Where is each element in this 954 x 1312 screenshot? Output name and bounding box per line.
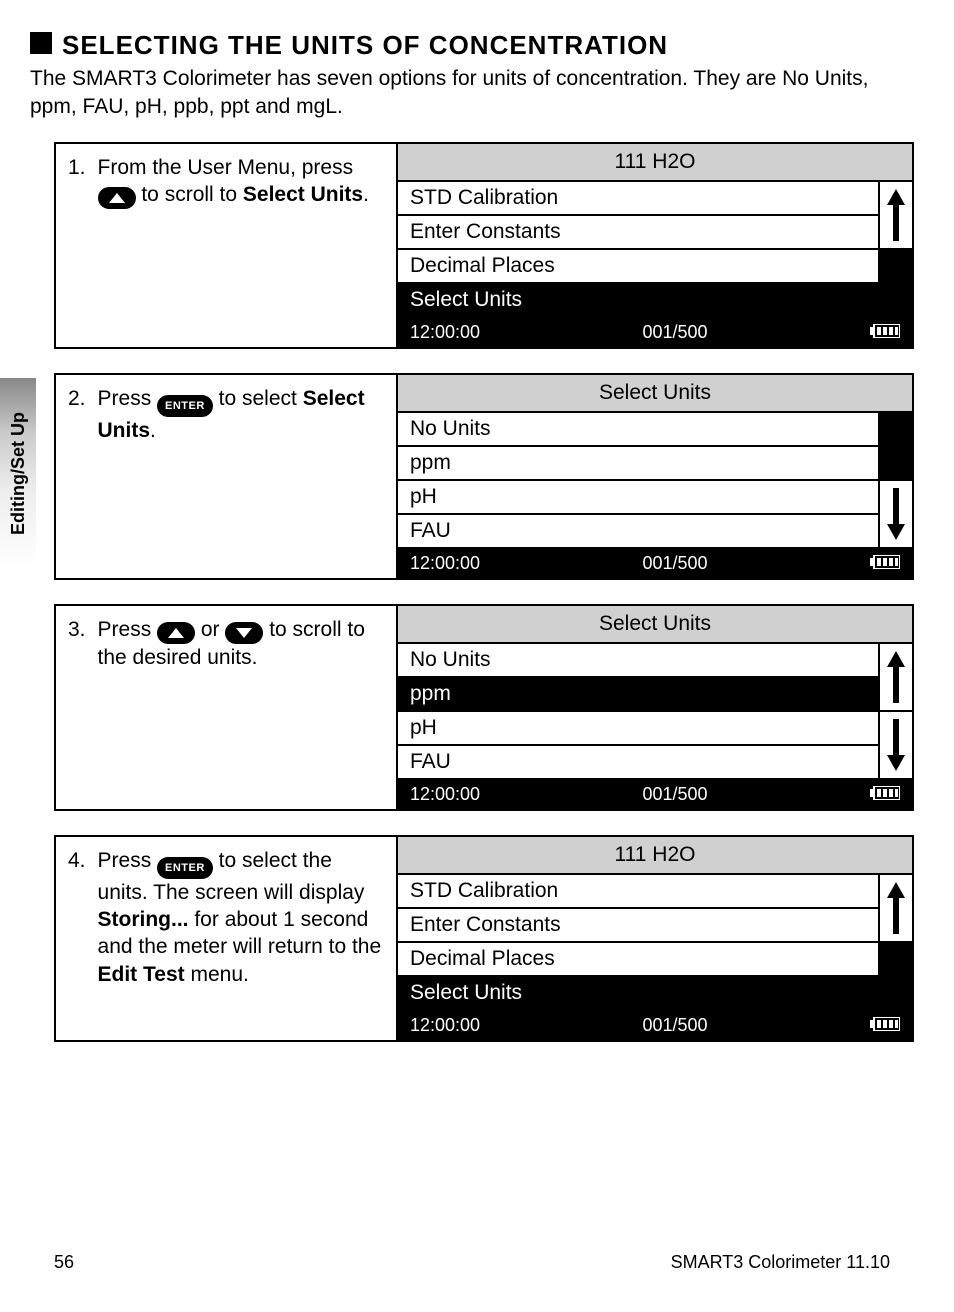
footer-time: 12:00:00 [410,322,480,343]
menu-row: pH [398,481,878,515]
menu-row: Select Units [398,284,878,316]
step-text: Press ENTER to select Select Units. [98,385,384,568]
screen-body: STD CalibrationEnter ConstantsDecimal Pl… [398,875,912,1011]
menu-row: STD Calibration [398,182,878,216]
battery-icon [870,1015,900,1036]
step-block: 3.Press or to scroll to the desired unit… [54,604,914,811]
footer-count: 001/500 [520,1015,830,1036]
menu-list: No UnitsppmpHFAU [398,644,878,778]
footer-count: 001/500 [520,784,830,805]
step-text: Press or to scroll to the desired units. [98,616,384,799]
step-instruction: 2.Press ENTER to select Select Units. [56,375,398,578]
menu-row: FAU [398,515,878,547]
menu-row: No Units [398,644,878,678]
battery-icon [870,322,900,343]
step-text: From the User Menu, press to scroll to S… [98,154,384,337]
menu-row: Enter Constants [398,216,878,250]
side-tab: Editing/Set Up [0,378,36,568]
step-block: 4.Press ENTER to select the units. The s… [54,835,914,1042]
device-screen: 111 H2OSTD CalibrationEnter ConstantsDec… [398,837,912,1040]
scroll-arrow-cell [880,248,912,316]
menu-row: Decimal Places [398,250,878,284]
device-screen: 111 H2OSTD CalibrationEnter ConstantsDec… [398,144,912,347]
menu-row: No Units [398,413,878,447]
scroll-arrows [878,182,912,316]
step-instruction: 1.From the User Menu, press to scroll to… [56,144,398,347]
scroll-arrow-cell [880,644,912,710]
step-number: 3. [68,616,86,799]
scroll-arrow-cell [880,182,912,248]
step-number: 2. [68,385,86,568]
menu-row: pH [398,712,878,746]
heading-text: SELECTING THE UNITS OF CONCENTRATION [62,30,668,60]
footer-count: 001/500 [520,553,830,574]
menu-row: ppm [398,447,878,481]
menu-list: No UnitsppmpHFAU [398,413,878,547]
doc-title-footer: SMART3 Colorimeter 11.10 [671,1252,890,1273]
device-screen: Select UnitsNo UnitsppmpHFAU 12:00:00 001/… [398,606,912,809]
scroll-arrow-cell [880,479,912,547]
footer-time: 12:00:00 [410,784,480,805]
enter-button-icon: ENTER [157,857,213,879]
up-arrow-icon [98,187,136,209]
page-footer: 56 SMART3 Colorimeter 11.10 [30,1252,914,1273]
step-number: 1. [68,154,86,337]
side-tab-label: Editing/Set Up [8,412,29,535]
menu-row: Decimal Places [398,943,878,977]
menu-list: STD CalibrationEnter ConstantsDecimal Pl… [398,182,878,316]
enter-button-icon: ENTER [157,395,213,417]
page-heading: SELECTING THE UNITS OF CONCENTRATION [30,30,914,61]
menu-row: Enter Constants [398,909,878,943]
page-number: 56 [54,1252,74,1273]
screen-header: 111 H2O [398,837,912,875]
step-block: 2.Press ENTER to select Select Units.Sel… [54,373,914,580]
screen-body: No UnitsppmpHFAU [398,413,912,549]
scroll-arrow-cell [880,875,912,941]
screen-footer: 12:00:00 001/500 [398,1011,912,1040]
footer-time: 12:00:00 [410,553,480,574]
battery-icon [870,553,900,574]
screen-footer: 12:00:00 001/500 [398,549,912,578]
menu-row: Select Units [398,977,878,1009]
step-block: 1.From the User Menu, press to scroll to… [54,142,914,349]
step-number: 4. [68,847,86,1030]
menu-row: ppm [398,678,878,712]
step-instruction: 4.Press ENTER to select the units. The s… [56,837,398,1040]
up-arrow-icon [157,622,195,644]
menu-row: STD Calibration [398,875,878,909]
footer-time: 12:00:00 [410,1015,480,1036]
device-screen: Select UnitsNo UnitsppmpHFAU 12:00:00 001/… [398,375,912,578]
down-arrow-icon [225,622,263,644]
step-text: Press ENTER to select the units. The scr… [98,847,384,1030]
intro-paragraph: The SMART3 Colorimeter has seven options… [30,65,914,122]
screen-footer: 12:00:00 001/500 [398,780,912,809]
scroll-arrow-cell [880,413,912,479]
scroll-arrows [878,644,912,778]
screen-header: 111 H2O [398,144,912,182]
screen-footer: 12:00:00 001/500 [398,318,912,347]
scroll-arrows [878,875,912,1009]
scroll-arrows [878,413,912,547]
scroll-arrow-cell [880,710,912,778]
screen-header: Select Units [398,375,912,413]
screen-header: Select Units [398,606,912,644]
battery-icon [870,784,900,805]
screen-body: STD CalibrationEnter ConstantsDecimal Pl… [398,182,912,318]
heading-bullet-icon [30,32,52,54]
footer-count: 001/500 [520,322,830,343]
menu-list: STD CalibrationEnter ConstantsDecimal Pl… [398,875,878,1009]
menu-row: FAU [398,746,878,778]
scroll-arrow-cell [880,941,912,1009]
step-instruction: 3.Press or to scroll to the desired unit… [56,606,398,809]
screen-body: No UnitsppmpHFAU [398,644,912,780]
